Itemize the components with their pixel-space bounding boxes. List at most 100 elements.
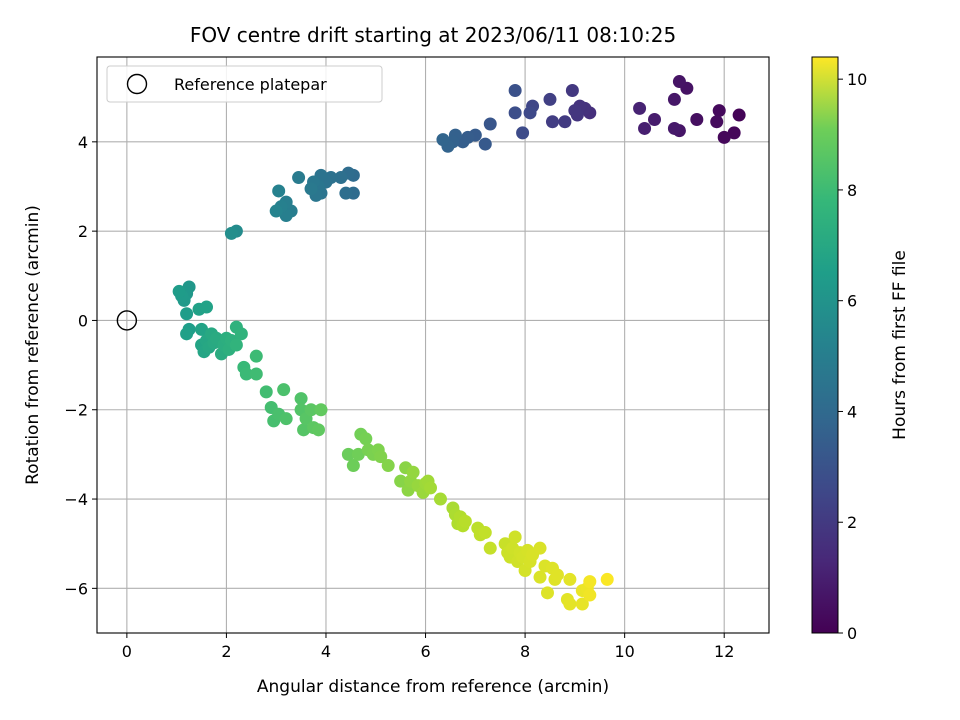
- data-point: [732, 108, 746, 122]
- data-point: [277, 383, 291, 397]
- data-point: [672, 75, 686, 89]
- colorbar-gradient: [811, 56, 839, 634]
- colorbar-tick-label: 10: [847, 70, 867, 89]
- data-point: [346, 459, 360, 473]
- data-point: [180, 327, 194, 341]
- data-point: [667, 121, 681, 135]
- data-point: [483, 541, 497, 555]
- data-point: [249, 367, 263, 381]
- data-point: [523, 106, 537, 120]
- legend-box: [106, 65, 383, 103]
- data-point: [269, 204, 283, 218]
- colorbar-tick-label: 0: [847, 624, 857, 643]
- data-point: [667, 92, 681, 106]
- y-axis-ticks: −6 −4 −2 0 2 4: [64, 133, 97, 598]
- data-point: [249, 349, 263, 363]
- x-tick-label: 4: [321, 642, 331, 661]
- y-tick-label: −2: [64, 401, 88, 420]
- data-point: [433, 492, 447, 506]
- data-point: [543, 92, 557, 106]
- y-tick-label: 0: [78, 311, 88, 330]
- data-point: [583, 588, 597, 602]
- colorbar-tick-label: 4: [847, 402, 857, 421]
- data-points: [172, 75, 746, 611]
- data-point: [533, 541, 547, 555]
- data-point: [339, 186, 353, 200]
- x-tick-label: 12: [714, 642, 734, 661]
- data-point: [563, 597, 577, 611]
- data-point: [583, 575, 597, 589]
- data-point: [406, 465, 420, 479]
- data-point: [727, 126, 741, 140]
- data-point: [478, 526, 492, 540]
- x-axis-label: Angular distance from reference (arcmin): [257, 677, 609, 697]
- data-point: [334, 171, 348, 185]
- data-point: [717, 130, 731, 144]
- data-point: [234, 327, 248, 341]
- data-point: [533, 570, 547, 584]
- data-point: [394, 474, 408, 488]
- data-point: [224, 226, 238, 240]
- legend-label: Reference platepar: [174, 75, 327, 94]
- x-tick-label: 8: [520, 642, 530, 661]
- data-point: [304, 403, 318, 417]
- x-axis-ticks: 0 2 4 6 8 10 12: [122, 633, 734, 661]
- reference-point: [116, 310, 138, 331]
- data-point: [575, 597, 589, 611]
- data-point: [239, 367, 253, 381]
- data-point: [516, 126, 530, 140]
- y-tick-label: 2: [78, 222, 88, 241]
- data-point: [458, 514, 472, 528]
- legend: Reference platepar: [106, 65, 383, 103]
- data-point: [638, 121, 652, 135]
- colorbar-label: Hours from first FF file: [890, 250, 910, 440]
- y-tick-label: 4: [78, 133, 88, 152]
- data-point: [272, 184, 286, 198]
- data-point: [710, 115, 724, 129]
- data-point: [180, 307, 194, 321]
- data-point: [381, 459, 395, 473]
- data-point: [341, 447, 355, 461]
- x-tick-label: 6: [420, 642, 430, 661]
- data-point: [229, 338, 243, 352]
- data-point: [550, 568, 564, 582]
- data-point: [297, 423, 311, 437]
- data-point: [279, 412, 293, 426]
- data-point: [314, 403, 328, 417]
- data-point: [712, 104, 726, 118]
- data-point: [565, 83, 579, 97]
- colorbar-ticks: 0 2 4 6 8 10: [838, 70, 867, 643]
- data-point: [563, 572, 577, 586]
- data-point: [359, 432, 373, 446]
- y-tick-label: −4: [64, 490, 88, 509]
- data-point: [424, 481, 438, 495]
- colorbar-tick-label: 2: [847, 513, 857, 532]
- data-point: [690, 113, 704, 127]
- data-point: [195, 322, 209, 336]
- data-point: [558, 115, 572, 129]
- data-point: [304, 182, 318, 196]
- data-point: [294, 392, 308, 406]
- data-point: [200, 300, 214, 314]
- x-tick-label: 10: [614, 642, 634, 661]
- data-point: [508, 106, 522, 120]
- colorbar: 0 2 4 6 8 10 Hours from first FF file: [811, 56, 910, 643]
- data-point: [259, 385, 273, 399]
- plot-frame: [96, 56, 770, 634]
- data-point: [374, 450, 388, 464]
- data-point: [483, 117, 497, 131]
- colorbar-tick-label: 6: [847, 292, 857, 311]
- data-point: [478, 137, 492, 151]
- data-point: [172, 284, 186, 298]
- data-point: [436, 133, 450, 147]
- data-point: [351, 447, 365, 461]
- data-point: [545, 115, 559, 129]
- colorbar-tick-label: 8: [847, 181, 857, 200]
- data-point: [568, 104, 582, 118]
- grid: [97, 57, 769, 633]
- x-tick-label: 0: [122, 642, 132, 661]
- data-point: [508, 83, 522, 97]
- x-tick-label: 2: [221, 642, 231, 661]
- data-point: [633, 101, 647, 115]
